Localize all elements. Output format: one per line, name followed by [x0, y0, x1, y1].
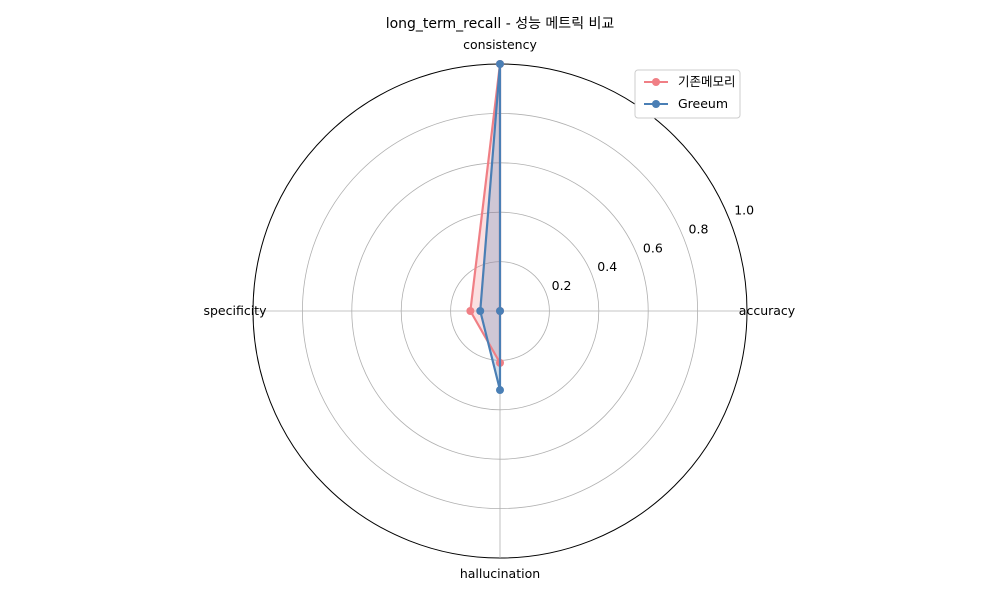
legend-marker-0 [652, 78, 660, 86]
axis-label-hallucination: hallucination [460, 566, 540, 581]
chart-title: long_term_recall - 성능 메트릭 비교 [386, 16, 615, 32]
radial-tick-label-0: 0.2 [552, 278, 572, 293]
series-point-0-specificity [466, 307, 475, 315]
radial-tick-label-4: 1.0 [734, 202, 754, 217]
legend-label-1: Greeum [678, 96, 728, 111]
series-point-1-hallucination [496, 386, 504, 395]
axis-label-accuracy: accuracy [739, 303, 796, 318]
series-point-1-accuracy [496, 307, 504, 315]
legend-marker-1 [652, 100, 660, 108]
series-area-1 [480, 64, 500, 391]
legend: 기존메모리 Greeum [634, 69, 741, 119]
radial-tick-label-3: 0.8 [689, 221, 709, 236]
axis-label-layer: accuracy consistency specificity hallucinat… [203, 37, 795, 581]
radial-tick-layer: 0.2 0.4 0.6 0.8 1.0 [552, 202, 754, 293]
series-layer [466, 60, 504, 395]
axis-label-specificity: specificity [203, 303, 267, 318]
series-point-1-specificity [476, 307, 485, 315]
series-point-1-consistency [496, 60, 504, 68]
radial-tick-label-2: 0.6 [643, 240, 663, 255]
axis-label-consistency: consistency [463, 37, 537, 52]
radial-tick-label-1: 0.4 [597, 259, 617, 274]
series-fill-layer [470, 64, 500, 391]
series-area-0 [470, 64, 500, 363]
legend-label-0: 기존메모리 [678, 74, 736, 89]
